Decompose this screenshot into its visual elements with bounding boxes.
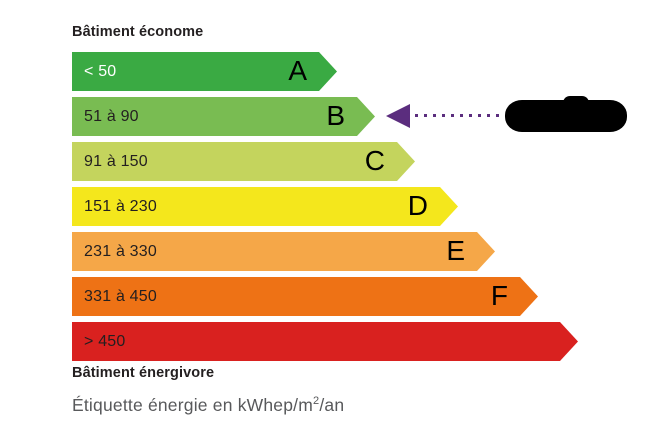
bar-grade-letter: D [407,190,428,221]
bar-arrow-shape [72,322,578,361]
legend-caption: Étiquette énergie en kWhep/m2/an [72,395,344,416]
bar-arrow-shape [72,97,375,136]
energy-bar-a: < 50 A [72,52,337,91]
legend-prefix: Étiquette énergie en kWhep/m [72,395,314,415]
bar-grade-letter: C [364,145,385,176]
bar-arrow-shape [72,187,458,226]
bar-range-label: < 50 [84,63,117,80]
legend-exponent: 2 [313,395,320,408]
energy-bar-e: 231 à 330 E [72,232,495,271]
bar-grade-letter: A [288,55,307,86]
energy-grade-bar-chart: < 50 A 51 à 90 B 91 à 150 C 151 à 230 D 231 à 33… [72,52,612,361]
energy-bar-c: 91 à 150 C [72,142,415,181]
bar-range-label: 231 à 330 [84,243,157,260]
bar-range-label: 91 à 150 [84,153,148,170]
bar-grade-letter: E [446,235,465,266]
energy-bar-b: 51 à 90 B [72,97,375,136]
bar-grade-letter: B [326,100,345,131]
top-caption: Bâtiment économe [72,24,204,40]
bar-range-label: 151 à 230 [84,198,157,215]
bar-range-label: 51 à 90 [84,108,139,125]
bar-range-label: 331 à 450 [84,288,157,305]
bar-arrow-shape [72,52,337,91]
bar-range-label: > 450 [84,333,126,350]
bottom-caption: Bâtiment énergivore [72,365,215,381]
energy-bar-g: > 450 [72,322,578,361]
legend-suffix: /an [319,395,345,415]
bar-grade-letter: F [490,280,508,311]
bar-arrow-shape [72,277,538,316]
energy-bar-d: 151 à 230 D [72,187,458,226]
bar-arrow-shape [72,142,415,181]
energy-bar-f: 331 à 450 F [72,277,538,316]
bar-arrow-shape [72,232,495,271]
